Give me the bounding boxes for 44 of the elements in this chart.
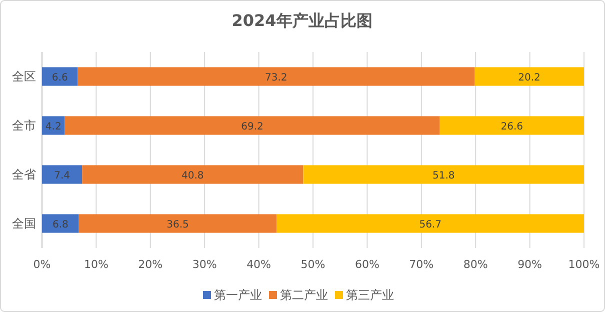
- bar: [42, 116, 65, 135]
- y-tick-label: 全市: [12, 118, 36, 132]
- bar: [42, 67, 78, 86]
- data-label: 69.2: [241, 122, 264, 132]
- x-tick-label: 30%: [192, 258, 217, 271]
- x-tick-label: 90%: [518, 258, 542, 271]
- data-label: 26.6: [500, 122, 524, 132]
- bar: [474, 67, 584, 86]
- bar: [82, 165, 304, 184]
- data-label: 51.8: [432, 170, 455, 182]
- bar: [303, 165, 584, 184]
- 第一产业: 6.6 4.2 7.4 6.8: [42, 67, 82, 233]
- bar: [42, 165, 82, 184]
- x-tick-label: 20%: [138, 258, 163, 271]
- x-tick-label: 70%: [409, 258, 434, 271]
- data-label: 56.7: [419, 220, 442, 230]
- data-label: 36.5: [166, 220, 189, 230]
- x-tick-label: 60%: [354, 258, 380, 271]
- y-tick-label: 全国: [12, 216, 36, 230]
- legend-label: 第一产业: [214, 288, 262, 302]
- bar: [276, 214, 584, 233]
- bar: [64, 116, 440, 135]
- x-tick-label: 0%: [33, 258, 51, 271]
- data-label: 4.2: [45, 122, 62, 132]
- data-label: 6.8: [52, 220, 68, 230]
- chart-title: 2024年产业占比图: [232, 11, 372, 30]
- x-tick-label: 80%: [463, 258, 488, 271]
- bar: [42, 214, 79, 233]
- y-tick-label: 全区: [12, 70, 36, 84]
- data-label: 40.8: [182, 170, 204, 182]
- data-label: 20.2: [518, 72, 540, 84]
- data-label: 7.4: [54, 170, 70, 182]
- y-tick-label: 全省: [12, 168, 36, 182]
- bar: [78, 214, 277, 233]
- legend-label: 第三产业: [346, 288, 394, 302]
- bar: [440, 116, 584, 135]
- data-label: 73.2: [265, 72, 288, 84]
- legend-label: 第二产业: [280, 288, 328, 302]
- bar: [78, 67, 475, 86]
- data-label: 6.6: [52, 72, 68, 84]
- x-tick-label: 40%: [246, 258, 272, 271]
- x-tick-label: 100%: [568, 258, 600, 271]
- x-tick-label: 10%: [84, 258, 108, 271]
- x-tick-label: 50%: [300, 258, 326, 271]
